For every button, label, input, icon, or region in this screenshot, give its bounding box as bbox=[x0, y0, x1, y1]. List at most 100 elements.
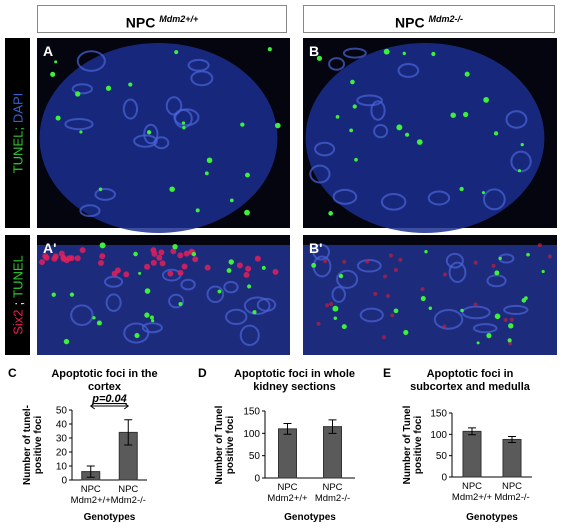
tubule bbox=[461, 305, 491, 320]
tunel-dot bbox=[403, 329, 409, 336]
tubule bbox=[331, 286, 346, 303]
tunel-dot bbox=[63, 338, 70, 345]
tunel-dot bbox=[428, 306, 433, 310]
side-label-part: TUNEL bbox=[11, 255, 26, 298]
y-tick-label: 40 bbox=[56, 420, 68, 431]
tunel-dot bbox=[396, 124, 403, 131]
tubule bbox=[397, 62, 420, 78]
x-tick-label: NPC Mdm2-/- bbox=[494, 481, 530, 503]
tunel-dot bbox=[463, 111, 469, 118]
bar bbox=[323, 426, 342, 479]
tunel-dot bbox=[217, 289, 222, 294]
six2-cell bbox=[420, 287, 425, 292]
tunel-dot bbox=[328, 211, 333, 216]
tubule bbox=[123, 322, 150, 344]
tunel-dot bbox=[178, 302, 183, 307]
six2-cell bbox=[473, 302, 478, 307]
y-axis-label: Number of Tunel positive foci bbox=[402, 405, 424, 485]
six2-cell bbox=[79, 247, 86, 254]
chart-title: Apoptotic foci in subcortex and medulla bbox=[410, 368, 530, 393]
bar bbox=[462, 430, 482, 478]
tunel-dot bbox=[79, 130, 83, 134]
tubule bbox=[104, 275, 124, 288]
y-tick-label: 50 bbox=[56, 406, 68, 417]
six2-cell bbox=[39, 259, 46, 266]
y-axis-label: Number of Tunel positive foci bbox=[214, 405, 236, 484]
tunel-dot bbox=[92, 316, 96, 320]
tubule bbox=[223, 280, 239, 294]
tunel-dot bbox=[431, 51, 436, 57]
six2-cell bbox=[509, 317, 514, 322]
side-label-part: TUNEL; bbox=[11, 127, 26, 173]
tunel-dot bbox=[229, 198, 234, 203]
tubule bbox=[433, 309, 464, 330]
six2-cell bbox=[150, 247, 157, 254]
tunel-dot bbox=[338, 273, 344, 279]
tunel-dot bbox=[486, 333, 492, 339]
six2-cell bbox=[385, 294, 390, 299]
six2-cell bbox=[52, 253, 59, 260]
chart-letter: C bbox=[8, 366, 17, 380]
six2-cell bbox=[183, 250, 190, 257]
tubule bbox=[206, 285, 225, 304]
tubule bbox=[122, 98, 139, 120]
tunel-dot bbox=[195, 208, 200, 213]
y-tick-label: 10 bbox=[56, 462, 68, 473]
side-label-part: Six2 bbox=[11, 309, 26, 334]
tunel-dot bbox=[50, 71, 56, 77]
tubule bbox=[76, 50, 106, 72]
x-tick-label: NPC Mdm2+/+ bbox=[451, 481, 493, 503]
y-tick-label: 30 bbox=[56, 434, 68, 445]
side-label: TUNEL; DAPI bbox=[11, 93, 26, 174]
six2-cell bbox=[150, 259, 157, 266]
tunel-dot bbox=[75, 91, 81, 97]
tubule bbox=[359, 307, 384, 323]
y-axis-label: Number of tunel-positive foci bbox=[22, 405, 44, 485]
six2-cell bbox=[236, 262, 243, 269]
tunel-dot bbox=[416, 139, 423, 145]
header-text: NPC bbox=[395, 14, 425, 31]
tunel-dot bbox=[69, 292, 75, 297]
error-bar bbox=[508, 435, 516, 443]
tubule bbox=[133, 134, 158, 148]
tunel-dot bbox=[99, 242, 106, 249]
tubule bbox=[309, 164, 331, 184]
tunel-dot bbox=[96, 320, 102, 326]
tubule bbox=[141, 322, 163, 334]
tunel-dot bbox=[204, 171, 209, 176]
tubule bbox=[332, 188, 358, 205]
header-sup: Mdm2+/+ bbox=[159, 14, 199, 24]
tunel-dot bbox=[228, 259, 234, 265]
tunel-dot bbox=[191, 251, 197, 257]
six2-cell bbox=[159, 260, 166, 267]
y-tick-label: 100 bbox=[243, 429, 260, 440]
six2-cell bbox=[325, 303, 330, 308]
column-header: NPC Mdm2+/+ bbox=[37, 5, 287, 33]
six2-cell bbox=[156, 254, 163, 261]
tubule bbox=[312, 243, 330, 261]
six2-cell bbox=[177, 269, 184, 276]
tunel-dot bbox=[247, 284, 252, 289]
six2-cell bbox=[123, 271, 130, 278]
x-axis-label: Genotypes bbox=[284, 512, 336, 523]
error-bar bbox=[468, 427, 476, 436]
tubule bbox=[510, 150, 532, 173]
six2-cell bbox=[158, 249, 165, 256]
y-tick-label: 0 bbox=[254, 474, 260, 485]
tunel-dot bbox=[181, 121, 186, 125]
tunel-dot bbox=[476, 341, 480, 345]
six2-cell bbox=[398, 257, 403, 262]
tunel-dot bbox=[146, 130, 152, 135]
tubule bbox=[336, 269, 359, 289]
error-bar bbox=[86, 465, 95, 478]
six2-cell bbox=[316, 321, 321, 326]
six2-cell bbox=[144, 263, 151, 270]
tunel-dot bbox=[335, 114, 340, 119]
x-tick-label: NPC Mdm2-/- bbox=[110, 484, 146, 506]
six2-cell bbox=[491, 263, 496, 268]
tunel-dot bbox=[354, 157, 358, 162]
side-label-part: DAPI bbox=[11, 93, 26, 123]
tubule bbox=[445, 252, 464, 269]
panel-label: B' bbox=[309, 240, 322, 256]
error-bar bbox=[283, 423, 292, 435]
